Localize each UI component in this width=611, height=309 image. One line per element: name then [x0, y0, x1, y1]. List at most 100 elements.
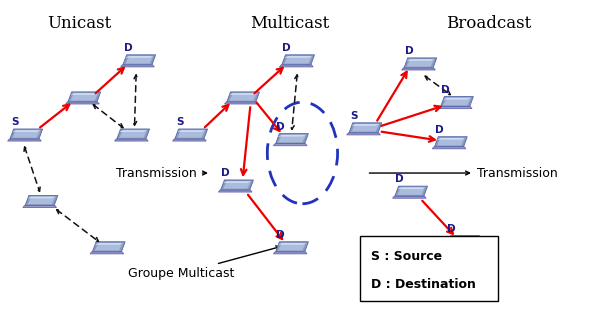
Ellipse shape: [23, 205, 57, 206]
Polygon shape: [227, 92, 260, 102]
Ellipse shape: [346, 133, 381, 134]
Polygon shape: [395, 186, 428, 196]
Polygon shape: [12, 130, 40, 132]
Polygon shape: [351, 124, 379, 126]
Text: D: D: [435, 125, 444, 135]
Polygon shape: [117, 129, 150, 139]
Polygon shape: [437, 138, 465, 146]
Text: Unicast: Unicast: [47, 15, 112, 32]
Text: D: D: [276, 230, 285, 240]
Polygon shape: [223, 181, 251, 189]
Ellipse shape: [392, 196, 426, 197]
Polygon shape: [65, 102, 100, 104]
Polygon shape: [10, 129, 43, 139]
Polygon shape: [273, 252, 307, 254]
Polygon shape: [221, 180, 254, 190]
Polygon shape: [284, 56, 312, 64]
Ellipse shape: [114, 139, 149, 140]
Polygon shape: [392, 196, 426, 198]
Polygon shape: [12, 130, 40, 138]
Text: Groupe Multicast: Groupe Multicast: [128, 246, 280, 280]
Polygon shape: [406, 59, 434, 61]
Text: D: D: [221, 168, 230, 178]
Ellipse shape: [444, 246, 479, 247]
Polygon shape: [92, 242, 125, 252]
Polygon shape: [25, 195, 58, 205]
Polygon shape: [114, 139, 148, 141]
Ellipse shape: [89, 252, 125, 253]
Polygon shape: [349, 123, 382, 133]
Text: D: D: [395, 174, 404, 184]
Ellipse shape: [218, 190, 253, 191]
Polygon shape: [229, 93, 257, 101]
Polygon shape: [276, 242, 309, 252]
Polygon shape: [175, 129, 208, 139]
Ellipse shape: [437, 107, 473, 108]
Polygon shape: [27, 197, 56, 204]
Polygon shape: [95, 243, 123, 245]
Polygon shape: [346, 133, 381, 135]
Polygon shape: [218, 190, 252, 192]
Polygon shape: [351, 124, 379, 132]
Polygon shape: [229, 93, 257, 95]
Polygon shape: [223, 181, 251, 183]
Polygon shape: [23, 205, 57, 208]
Polygon shape: [282, 55, 315, 65]
Ellipse shape: [120, 65, 155, 66]
Polygon shape: [123, 55, 156, 65]
Text: S: S: [11, 117, 18, 127]
Polygon shape: [438, 107, 472, 109]
Text: D : Destination: D : Destination: [371, 278, 476, 291]
Text: Multicast: Multicast: [251, 15, 330, 32]
Polygon shape: [443, 98, 471, 99]
Polygon shape: [449, 237, 477, 244]
Text: Broadcast: Broadcast: [446, 15, 532, 32]
Polygon shape: [125, 56, 153, 64]
Polygon shape: [406, 59, 434, 67]
Text: D: D: [447, 224, 456, 234]
Polygon shape: [397, 187, 425, 195]
Polygon shape: [90, 252, 124, 254]
Polygon shape: [276, 133, 309, 144]
Text: D: D: [404, 46, 413, 56]
Polygon shape: [70, 93, 98, 95]
Text: D: D: [123, 43, 132, 53]
Polygon shape: [447, 235, 480, 246]
Polygon shape: [27, 197, 56, 198]
Polygon shape: [273, 144, 307, 146]
Ellipse shape: [224, 102, 259, 103]
Polygon shape: [434, 137, 467, 147]
Polygon shape: [177, 130, 205, 138]
Polygon shape: [401, 68, 436, 70]
Text: S: S: [350, 111, 357, 121]
Text: D: D: [441, 85, 450, 95]
Text: D: D: [276, 122, 285, 132]
Text: S: S: [176, 117, 183, 127]
FancyBboxPatch shape: [360, 236, 498, 301]
Polygon shape: [95, 243, 123, 251]
Ellipse shape: [65, 102, 100, 103]
Ellipse shape: [273, 144, 307, 145]
Polygon shape: [444, 246, 478, 248]
Polygon shape: [278, 243, 306, 251]
Polygon shape: [404, 58, 437, 68]
Text: Transmission: Transmission: [370, 167, 557, 180]
Polygon shape: [279, 65, 313, 67]
Text: Transmission: Transmission: [116, 167, 207, 180]
Polygon shape: [68, 92, 101, 102]
Ellipse shape: [431, 147, 467, 148]
Ellipse shape: [279, 65, 314, 66]
Polygon shape: [120, 65, 155, 67]
Text: S : Source: S : Source: [371, 250, 442, 263]
Polygon shape: [172, 139, 207, 141]
Polygon shape: [441, 96, 474, 107]
Polygon shape: [278, 135, 306, 142]
Polygon shape: [224, 102, 258, 104]
Ellipse shape: [7, 139, 42, 140]
Text: D: D: [282, 43, 291, 53]
Polygon shape: [278, 243, 306, 245]
Polygon shape: [443, 98, 471, 105]
Polygon shape: [177, 130, 205, 132]
Polygon shape: [7, 139, 42, 141]
Ellipse shape: [401, 68, 436, 69]
